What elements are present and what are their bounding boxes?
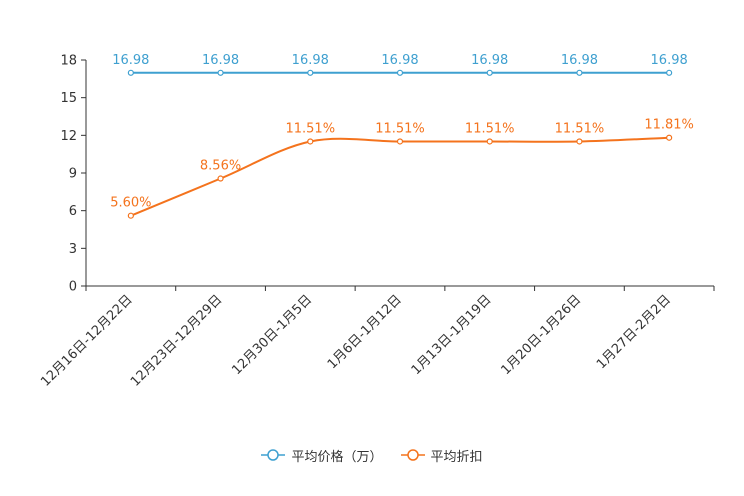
data-point bbox=[396, 69, 404, 76]
data-label: 11.51% bbox=[285, 121, 335, 136]
data-point bbox=[307, 69, 314, 76]
x-tick-label: 12月16日-12月22日 bbox=[38, 292, 135, 389]
y-tick-label: 0 bbox=[69, 280, 77, 295]
y-tick-label: 9 bbox=[69, 167, 77, 182]
legend-item-0[interactable]: 平均价格（万） bbox=[261, 446, 383, 465]
legend-swatch-icon bbox=[400, 449, 425, 461]
data-point bbox=[666, 69, 673, 76]
series-line bbox=[130, 136, 670, 217]
legend: 平均价格（万） 平均折扣 bbox=[0, 444, 744, 466]
y-tick-label: 18 bbox=[60, 54, 77, 69]
x-tick-label: 1月6日-1月12日 bbox=[325, 292, 405, 372]
data-point bbox=[666, 134, 673, 141]
data-point bbox=[396, 138, 404, 145]
legend-swatch-icon bbox=[261, 449, 286, 461]
x-tick-label: 1月13日-1月19日 bbox=[409, 292, 495, 378]
y-tick-label: 6 bbox=[69, 204, 77, 219]
data-label: 11.51% bbox=[465, 121, 515, 136]
data-label: 16.98 bbox=[112, 53, 149, 68]
legend-item-1[interactable]: 平均折扣 bbox=[400, 446, 483, 465]
data-label: 8.56% bbox=[200, 159, 241, 174]
data-label: 11.51% bbox=[555, 121, 605, 136]
series-1: 5.60% 8.56% 11.51% 11.51% 11.51% 11.51% 11.81% bbox=[110, 118, 694, 219]
data-label: 5.60% bbox=[110, 196, 151, 211]
data-label: 16.98 bbox=[202, 53, 239, 68]
y-axis: 0 3 6 9 12 15 18 bbox=[60, 54, 87, 295]
data-point bbox=[217, 69, 224, 76]
y-tick-label: 15 bbox=[60, 91, 77, 106]
data-label: 16.98 bbox=[471, 53, 508, 68]
data-point bbox=[127, 69, 134, 76]
data-label: 16.98 bbox=[381, 53, 418, 68]
data-point bbox=[576, 138, 583, 145]
data-point bbox=[217, 175, 224, 182]
data-point bbox=[127, 212, 134, 219]
data-point bbox=[486, 138, 493, 145]
series-0: 16.98 16.98 16.98 16.98 16.98 16.98 16.98 bbox=[112, 53, 688, 76]
x-tick-label: 1月20日-1月26日 bbox=[498, 292, 584, 378]
data-label: 11.51% bbox=[375, 121, 425, 136]
legend-label: 平均价格（万） bbox=[291, 449, 383, 465]
data-point bbox=[576, 69, 583, 76]
x-tick-label: 1月27日-2月2日 bbox=[594, 292, 674, 372]
data-point bbox=[307, 138, 314, 145]
data-label: 16.98 bbox=[292, 53, 329, 68]
x-tick-label: 12月23日-12月29日 bbox=[128, 292, 225, 389]
legend-label: 平均折扣 bbox=[430, 449, 483, 465]
data-label: 16.98 bbox=[561, 53, 598, 68]
series-layer: 16.98 16.98 16.98 16.98 16.98 16.98 16.98 5.60%… bbox=[110, 53, 694, 219]
x-tick-label: 12月30日-1月5日 bbox=[229, 292, 315, 378]
y-tick-label: 3 bbox=[69, 242, 77, 257]
y-tick-label: 12 bbox=[60, 129, 77, 144]
data-label: 16.98 bbox=[651, 53, 688, 68]
data-label: 11.81% bbox=[644, 118, 694, 133]
data-point bbox=[486, 69, 493, 76]
